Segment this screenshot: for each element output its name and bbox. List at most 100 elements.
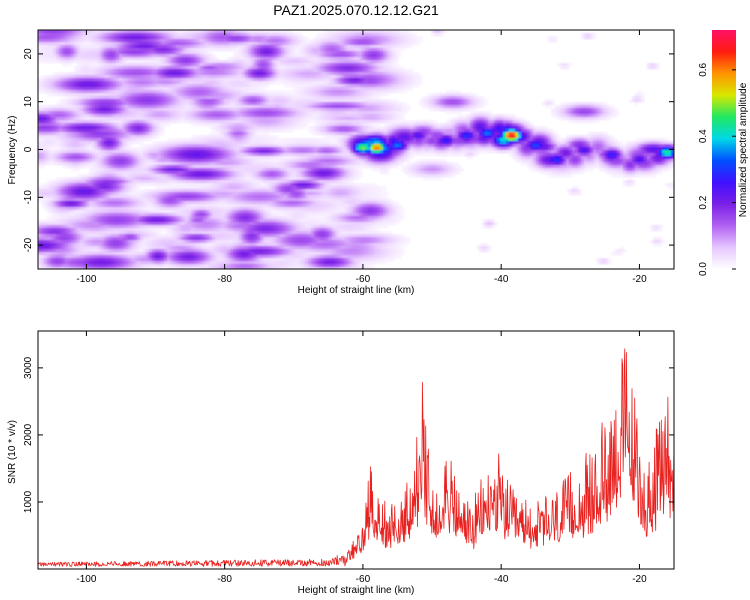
heatmap-cell <box>92 42 96 46</box>
heatmap-cell <box>185 81 189 85</box>
heatmap-cell <box>383 81 387 85</box>
heatmap-cell <box>590 114 594 118</box>
heatmap-cell <box>191 60 195 64</box>
heatmap-cell <box>236 114 240 118</box>
heatmap-cell <box>80 108 84 112</box>
heatmap-cell <box>302 66 306 70</box>
heatmap-cell <box>263 51 267 55</box>
heatmap-cell <box>134 129 138 133</box>
heatmap-cell <box>347 108 351 112</box>
heatmap-cell <box>68 33 72 37</box>
heatmap-cell <box>257 51 261 55</box>
heatmap-cell <box>356 96 360 100</box>
heatmap-cell <box>95 123 99 127</box>
heatmap-cell <box>392 90 396 94</box>
heatmap-cell <box>461 120 465 124</box>
heatmap-cell <box>224 90 228 94</box>
heatmap-cell <box>368 42 372 46</box>
heatmap-cell <box>401 45 405 49</box>
heatmap-cell <box>299 96 303 100</box>
heatmap-cell <box>410 132 414 136</box>
heatmap-cell <box>332 66 336 70</box>
heatmap-cell <box>233 114 237 118</box>
heatmap-cell <box>155 135 159 139</box>
heatmap-cell <box>101 30 105 34</box>
heatmap-cell <box>68 99 72 103</box>
heatmap-cell <box>335 66 339 70</box>
heatmap-cell <box>347 72 351 76</box>
heatmap-cell <box>176 99 180 103</box>
heatmap-cell <box>71 138 75 142</box>
heatmap-cell <box>137 48 141 52</box>
heatmap-cell <box>443 135 447 139</box>
heatmap-cell <box>413 135 417 139</box>
heatmap-cell <box>323 81 327 85</box>
heatmap-cell <box>167 87 171 91</box>
heatmap-cell <box>53 45 57 49</box>
heatmap-cell <box>608 108 612 112</box>
heatmap-cell <box>185 99 189 103</box>
heatmap-cell <box>146 114 150 118</box>
heatmap-cell <box>206 45 210 49</box>
heatmap-cell <box>227 138 231 142</box>
heatmap-cell <box>248 60 252 64</box>
heatmap-cell <box>194 111 198 115</box>
heatmap-cell <box>305 99 309 103</box>
heatmap-cell <box>464 108 468 112</box>
heatmap-cell <box>74 75 78 79</box>
heatmap-cell <box>446 93 450 97</box>
heatmap-cell <box>185 51 189 55</box>
heatmap-cell <box>380 45 384 49</box>
heatmap-cell <box>218 105 222 109</box>
heatmap-cell <box>248 123 252 127</box>
heatmap-cell <box>206 81 210 85</box>
heatmap-cell <box>200 66 204 70</box>
heatmap-cell <box>56 123 60 127</box>
heatmap-cell <box>338 30 342 34</box>
heatmap-cell <box>476 102 480 106</box>
heatmap-cell <box>95 135 99 139</box>
heatmap-cell <box>236 48 240 52</box>
heatmap-cell <box>530 129 534 133</box>
heatmap-cell <box>131 42 135 46</box>
heatmap-cell <box>305 111 309 115</box>
heatmap-cell <box>326 30 330 34</box>
heatmap-cell <box>209 102 213 106</box>
heatmap-cell <box>329 126 333 130</box>
heatmap-cell <box>104 129 108 133</box>
heatmap-cell <box>356 99 360 103</box>
heatmap-cell <box>203 63 207 67</box>
heatmap-cell <box>323 129 327 133</box>
heatmap-cell <box>299 78 303 82</box>
heatmap-cell <box>461 126 465 130</box>
heatmap-cell <box>227 57 231 61</box>
heatmap-cell <box>320 126 324 130</box>
heatmap-cell <box>125 33 129 37</box>
heatmap-cell <box>410 126 414 130</box>
heatmap-cell <box>38 111 42 115</box>
heatmap-cell <box>182 96 186 100</box>
heatmap-cell <box>200 57 204 61</box>
heatmap-cell <box>299 123 303 127</box>
heatmap-cell <box>179 138 183 142</box>
heatmap-cell <box>74 81 78 85</box>
heatmap-cell <box>551 129 555 133</box>
heatmap-cell <box>128 96 132 100</box>
heatmap-cell <box>182 33 186 37</box>
heatmap-cell <box>257 33 261 37</box>
heatmap-cell <box>248 48 252 52</box>
heatmap-cell <box>377 60 381 64</box>
heatmap-cell <box>596 132 600 136</box>
heatmap-cell <box>611 105 615 109</box>
heatmap-cell <box>83 48 87 52</box>
heatmap-cell <box>110 96 114 100</box>
heatmap-cell <box>44 132 48 136</box>
heatmap-cell <box>62 99 66 103</box>
heatmap-cell <box>98 54 102 58</box>
heatmap-cell <box>215 63 219 67</box>
heatmap-cell <box>77 33 81 37</box>
heatmap-cell <box>602 114 606 118</box>
heatmap-cell <box>560 111 564 115</box>
heatmap-cell <box>149 108 153 112</box>
heatmap-cell <box>191 90 195 94</box>
